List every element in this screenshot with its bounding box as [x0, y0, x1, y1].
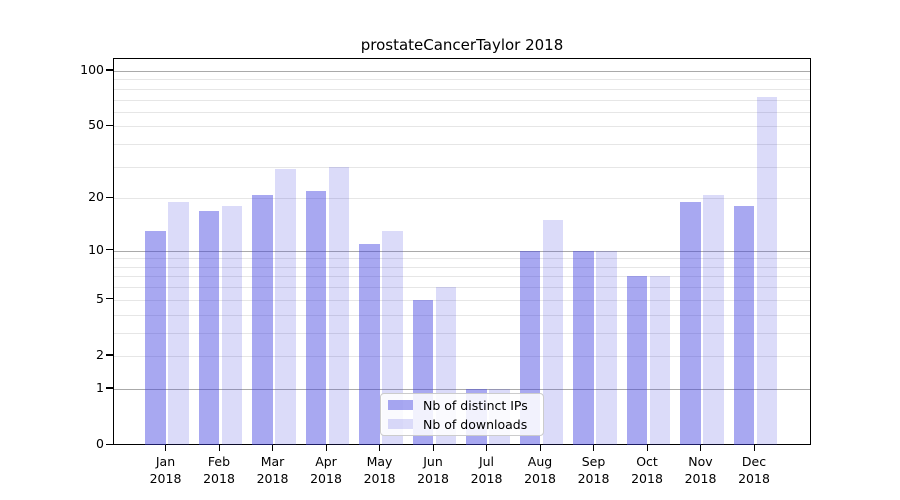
bar-distinct-ips: [733, 206, 754, 445]
legend-label-downloads: Nb of downloads: [423, 416, 528, 432]
y-axis-tick-label: 50: [88, 117, 104, 133]
x-axis-tick: [753, 445, 755, 451]
bar-downloads: [756, 97, 777, 445]
gridline-minor: [114, 99, 810, 101]
y-axis-tick-label: 20: [88, 189, 104, 205]
x-axis-tick: [325, 445, 327, 451]
y-axis-tick: [106, 354, 113, 356]
bar-downloads: [649, 276, 670, 445]
x-axis-tick-label: Nov 2018: [684, 454, 717, 486]
bar-distinct-ips: [145, 231, 166, 445]
gridline-minor: [114, 79, 810, 81]
bar-distinct-ips: [198, 210, 219, 445]
y-axis-tick: [106, 443, 113, 445]
x-axis-tick-label: Mar 2018: [256, 454, 289, 486]
bar-downloads: [596, 250, 617, 445]
plot-area: [113, 58, 811, 445]
gridline-minor: [114, 287, 810, 289]
x-axis-tick: [165, 445, 167, 451]
bar-downloads: [328, 166, 349, 445]
y-axis-tick: [106, 249, 113, 251]
bar-distinct-ips: [573, 250, 594, 445]
gridline-minor: [114, 355, 810, 357]
gridline-minor: [114, 332, 810, 334]
x-axis-tick-label: Feb 2018: [203, 454, 235, 486]
x-axis-tick-label: Oct 2018: [631, 454, 663, 486]
y-axis-tick: [106, 196, 113, 198]
bar-distinct-ips: [626, 276, 647, 445]
legend-item-distinct-ips: Nb of distinct IPs: [388, 398, 535, 413]
x-axis-tick: [539, 445, 541, 451]
x-axis-tick-label: Aug 2018: [524, 454, 556, 486]
x-axis-tick-label: Apr 2018: [310, 454, 342, 486]
legend-swatch-distinct-ips: [388, 400, 413, 410]
y-axis-tick: [106, 124, 113, 127]
gridline-minor: [114, 126, 810, 128]
gridline-minor: [114, 258, 810, 260]
y-axis-tick-label: 100: [80, 61, 104, 77]
bar-distinct-ips: [305, 190, 326, 445]
gridline-minor: [114, 314, 810, 316]
y-axis-tick-label: 1: [96, 379, 104, 395]
gridline-minor: [114, 266, 810, 268]
y-axis-tick-label: 2: [96, 346, 104, 362]
legend-item-downloads: Nb of downloads: [388, 417, 535, 432]
x-axis-tick-label: Jul 2018: [470, 454, 503, 486]
gridline-minor: [114, 276, 810, 278]
y-axis-tick-label: 10: [88, 241, 104, 257]
x-axis-tick-label: May 2018: [363, 454, 396, 486]
bar-distinct-ips: [359, 243, 380, 445]
x-axis-tick-label: Sep 2018: [577, 454, 610, 486]
legend: Nb of distinct IPs Nb of downloads: [380, 393, 544, 436]
x-axis-tick-label: Jun 2018: [417, 454, 449, 486]
y-axis-tick: [106, 387, 113, 389]
y-axis-tick: [106, 298, 113, 300]
bar-downloads: [168, 202, 189, 445]
gridline-minor: [114, 111, 810, 113]
gridline-major: [114, 250, 810, 252]
x-axis-tick: [218, 445, 220, 451]
bar-downloads: [703, 194, 724, 445]
gridline-minor: [114, 144, 810, 146]
x-axis-tick: [700, 445, 702, 451]
bar-downloads: [221, 206, 242, 445]
bar-downloads: [382, 231, 403, 445]
bar-downloads: [542, 220, 563, 445]
x-axis-tick: [432, 445, 434, 451]
legend-label-distinct-ips: Nb of distinct IPs: [423, 397, 528, 413]
bar-distinct-ips: [252, 194, 273, 445]
y-axis-tick-label: 0: [96, 436, 104, 451]
bar-distinct-ips: [680, 202, 701, 445]
gridline-minor: [114, 198, 810, 200]
gridline-major: [114, 388, 810, 390]
legend-swatch-downloads: [388, 419, 413, 429]
x-axis-tick: [646, 445, 648, 451]
x-axis-tick: [593, 445, 595, 451]
chart-title: prostateCancerTaylor 2018: [360, 36, 564, 54]
gridline-minor: [114, 166, 810, 168]
x-axis-tick-label: Dec 2018: [738, 454, 770, 486]
gridline-minor: [114, 88, 810, 90]
x-axis-tick: [272, 445, 274, 451]
y-axis-tick: [106, 69, 113, 71]
x-axis-tick: [486, 445, 488, 451]
gridline-major: [114, 70, 810, 72]
gridline-minor: [114, 299, 810, 301]
x-axis-tick-label: Jan 2018: [149, 454, 182, 486]
x-axis-tick: [379, 445, 381, 451]
y-axis-tick-label: 5: [96, 290, 104, 306]
bar-downloads: [275, 169, 296, 445]
